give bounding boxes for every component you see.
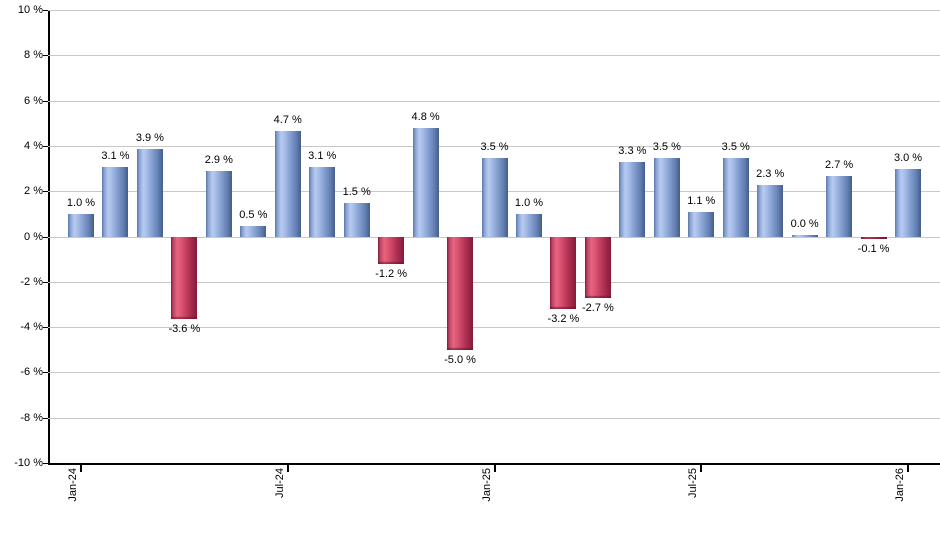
bar-negative bbox=[378, 237, 405, 265]
x-axis-label: Jan-25 bbox=[480, 468, 493, 502]
x-axis-tick bbox=[700, 462, 703, 472]
bar-negative bbox=[171, 237, 198, 319]
bar-value-label: -5.0 % bbox=[444, 354, 476, 367]
bar-value-label: -3.2 % bbox=[547, 313, 580, 326]
y-axis-tick bbox=[43, 236, 48, 238]
bar-positive bbox=[515, 214, 542, 237]
bar-positive bbox=[102, 166, 129, 237]
y-axis-label: 4 % bbox=[24, 139, 43, 152]
y-axis-tick bbox=[43, 417, 48, 419]
bar-negative bbox=[447, 237, 474, 351]
bar-value-label: 1.1 % bbox=[687, 195, 716, 208]
y-axis-label: 6 % bbox=[24, 94, 43, 107]
y-axis-label: -10 % bbox=[14, 457, 43, 469]
y-axis-tick bbox=[43, 55, 48, 57]
y-axis-label: -4 % bbox=[20, 321, 43, 334]
bar-positive bbox=[826, 175, 853, 237]
y-axis-tick bbox=[43, 10, 48, 11]
x-axis-tick bbox=[907, 462, 910, 472]
bar-value-label: 2.9 % bbox=[204, 154, 233, 167]
y-axis-label: 0 % bbox=[24, 230, 43, 243]
bar-value-label: 3.5 % bbox=[652, 140, 681, 153]
bar-positive bbox=[136, 148, 163, 237]
bar-value-label: 1.0 % bbox=[514, 197, 544, 210]
y-axis-tick bbox=[43, 327, 48, 329]
bar-positive bbox=[895, 169, 922, 237]
bar-value-label: 2.3 % bbox=[756, 167, 785, 180]
bar-positive bbox=[722, 157, 749, 237]
x-axis-label: Jan-24 bbox=[67, 468, 79, 502]
gridline bbox=[48, 236, 940, 238]
bar-value-label: 3.3 % bbox=[618, 145, 647, 158]
bar-value-label: 2.7 % bbox=[825, 158, 854, 171]
bar-positive bbox=[240, 225, 267, 237]
x-axis-label: Jan-26 bbox=[894, 468, 907, 502]
bar-value-label: 0.5 % bbox=[239, 208, 268, 221]
y-axis-tick bbox=[43, 191, 48, 193]
gridline bbox=[48, 100, 940, 102]
gridline bbox=[48, 10, 940, 11]
bar-positive bbox=[412, 128, 439, 237]
x-axis-tick bbox=[80, 462, 82, 472]
x-axis-tick bbox=[493, 462, 496, 472]
bar-value-label: 3.5 % bbox=[480, 140, 509, 153]
bar-value-label: 4.8 % bbox=[411, 111, 440, 124]
x-axis-label: Jul-25 bbox=[687, 468, 700, 498]
y-axis-label: 10 % bbox=[17, 4, 43, 16]
y-axis-tick bbox=[43, 372, 48, 374]
y-axis-label: 8 % bbox=[24, 49, 43, 62]
gridline bbox=[48, 417, 940, 419]
gridline bbox=[48, 281, 940, 283]
bar-positive bbox=[688, 212, 715, 237]
y-axis-tick bbox=[43, 145, 48, 147]
y-axis-label: -6 % bbox=[20, 366, 43, 379]
bar-positive bbox=[757, 184, 784, 237]
bar-value-label: 3.9 % bbox=[135, 131, 164, 144]
y-axis-label: 2 % bbox=[24, 185, 43, 198]
bar-positive bbox=[274, 130, 301, 237]
bar-value-label: -1.2 % bbox=[375, 268, 408, 281]
y-axis-label: -8 % bbox=[20, 411, 43, 424]
y-axis-tick bbox=[43, 100, 48, 102]
bar-value-label: 3.1 % bbox=[308, 149, 337, 162]
bar-positive bbox=[68, 214, 94, 237]
bar-value-label: 3.0 % bbox=[893, 152, 923, 165]
x-axis-label: Jul-24 bbox=[273, 468, 286, 498]
bar-positive bbox=[791, 235, 818, 237]
y-axis-tick bbox=[43, 463, 48, 464]
bar-negative bbox=[584, 237, 611, 299]
bar-value-label: -3.6 % bbox=[168, 322, 201, 335]
bar-negative bbox=[550, 237, 577, 310]
bar-value-label: 3.1 % bbox=[101, 149, 130, 162]
bar-value-label: 1.5 % bbox=[342, 186, 371, 199]
bar-positive bbox=[653, 157, 680, 237]
gridline bbox=[48, 372, 940, 374]
bar-negative bbox=[860, 237, 887, 240]
y-axis-label: -2 % bbox=[20, 275, 43, 288]
y-axis-tick bbox=[43, 281, 48, 283]
bar-positive bbox=[619, 162, 646, 237]
bar-value-label: -2.7 % bbox=[581, 302, 614, 315]
bar-positive bbox=[343, 203, 370, 237]
bar-value-label: 1.0 % bbox=[66, 197, 96, 210]
bar-value-label: -0.1 % bbox=[857, 243, 890, 256]
bar-value-label: 4.7 % bbox=[273, 113, 302, 126]
bar-positive bbox=[481, 157, 508, 237]
bar-value-label: 3.5 % bbox=[721, 140, 750, 153]
gridline bbox=[48, 55, 940, 57]
bar-positive bbox=[309, 166, 336, 237]
x-axis-tick bbox=[286, 462, 289, 472]
bar-positive bbox=[205, 171, 232, 237]
gridline bbox=[48, 327, 940, 329]
bar-value-label: 0.0 % bbox=[790, 218, 819, 230]
gridline bbox=[48, 145, 940, 147]
